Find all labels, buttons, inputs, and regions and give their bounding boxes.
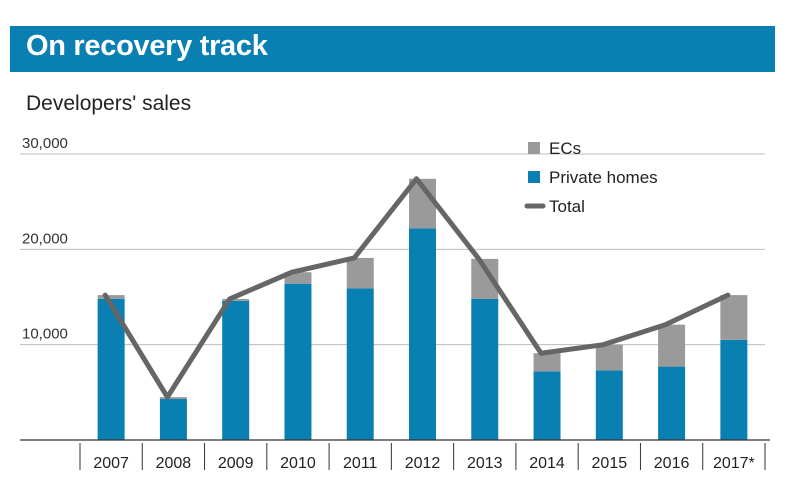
bar-private-homes <box>595 370 623 440</box>
x-tick-label: 2013 <box>467 455 503 472</box>
x-tick-label: 2014 <box>529 455 565 472</box>
total-point <box>725 293 730 298</box>
bar-ecs <box>222 298 250 301</box>
chart-subtitle: Developers' sales <box>26 92 192 115</box>
x-tick-label: 2007 <box>93 455 129 472</box>
x-tick-label: 2011 <box>343 455 378 472</box>
bar-private-homes <box>720 339 748 440</box>
y-tick-label: 20,000 <box>22 230 68 247</box>
total-point <box>539 351 544 356</box>
bar-ecs <box>284 272 312 284</box>
x-tick-label: 2016 <box>654 455 690 472</box>
bar-private-homes <box>284 283 312 440</box>
legend-swatch-private-homes <box>528 171 540 183</box>
total-point <box>289 270 294 275</box>
total-point <box>352 255 357 260</box>
total-point <box>601 342 606 347</box>
bars <box>97 178 748 440</box>
bar-ecs <box>533 353 561 372</box>
x-tick-label: 2015 <box>592 455 628 472</box>
legend: ECs Private homes Total <box>524 139 658 216</box>
total-point <box>663 322 668 327</box>
x-tick-label: 2012 <box>405 455 441 472</box>
bar-private-homes <box>409 228 436 440</box>
gridlines: 10,000 20,000 30,000 <box>20 135 765 346</box>
bar-ecs <box>658 324 686 367</box>
title-banner: On recovery track <box>10 26 775 72</box>
bar-private-homes <box>658 366 686 440</box>
legend-label-private-homes: Private homes <box>549 168 658 187</box>
legend-swatch-ecs <box>528 142 540 154</box>
total-line <box>102 176 731 400</box>
chart-title: On recovery track <box>26 30 268 62</box>
legend-label-total: Total <box>549 197 585 216</box>
x-tick-label: 2008 <box>156 455 192 472</box>
bar-ecs <box>159 397 187 400</box>
bar-ecs <box>346 257 374 289</box>
legend-label-ecs: ECs <box>549 139 581 158</box>
x-tick-label: 2017* <box>713 455 755 472</box>
total-point <box>227 296 232 301</box>
total-point <box>103 293 108 298</box>
total-point <box>476 256 481 261</box>
bar-ecs <box>97 295 125 299</box>
y-tick-label: 10,000 <box>22 326 68 343</box>
bar-ecs <box>720 295 748 340</box>
total-point <box>165 395 170 400</box>
bar-private-homes <box>346 288 374 440</box>
bar-private-homes <box>222 300 250 440</box>
x-tick-label: 2009 <box>218 455 254 472</box>
bar-ecs <box>595 344 623 371</box>
bar-private-homes <box>471 298 499 440</box>
bar-private-homes <box>533 371 561 440</box>
y-tick-label: 30,000 <box>22 135 68 152</box>
x-tick-label: 2010 <box>280 455 316 472</box>
x-axis: 2007 2008 2009 2010 2011 2012 2013 2014 2015 2016… <box>20 439 770 472</box>
total-point <box>414 176 419 181</box>
bar-private-homes <box>159 399 187 440</box>
